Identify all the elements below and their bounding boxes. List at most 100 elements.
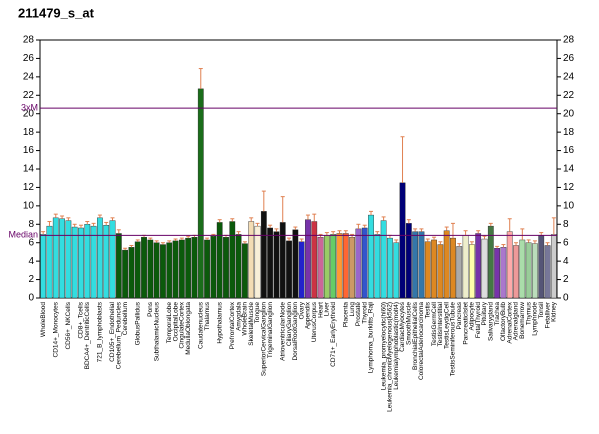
x-tick-label: Fetalliver (544, 301, 551, 328)
x-tick-label: AdrenalCortex (506, 301, 513, 343)
y-tick-label: 4 (28, 256, 34, 267)
y2-tick-label: 28 (563, 35, 575, 46)
bar (462, 235, 469, 299)
y2-tick-label: 4 (563, 256, 569, 267)
bar (115, 233, 122, 299)
bar (191, 236, 198, 299)
bar (298, 241, 305, 299)
bar (323, 235, 330, 299)
bar (46, 225, 53, 299)
bar (248, 221, 255, 299)
bar (134, 241, 141, 299)
y2-tick-label: 22 (563, 90, 575, 101)
x-tick-label: Lung (349, 302, 356, 317)
y-tick-label: 28 (23, 35, 35, 46)
y2-tick-label: 26 (563, 53, 575, 64)
x-tick-label: Kidney (551, 301, 558, 322)
x-tick-label: Pancreas (456, 301, 463, 329)
y-tick-label: 0 (28, 293, 34, 304)
x-tick-label: SubthalamicNucleus (153, 301, 160, 361)
y-tick-label: 2 (28, 274, 34, 285)
bar (267, 227, 274, 299)
x-tick-label: SkeletalMuscle (248, 302, 255, 346)
x-tick-label: CD56+_NKCells (65, 301, 72, 349)
y2-tick-label: 0 (563, 293, 569, 304)
x-tick-label: Salivarygland (488, 302, 495, 341)
x-tick-label: Thymus (525, 301, 532, 325)
x-tick-label: GlobusPallidus (134, 301, 141, 345)
x-tick-label: CardiacMyocytes (399, 301, 406, 352)
y2-tick-label: 18 (563, 127, 575, 138)
x-tick-label: Hypothalamus (216, 301, 223, 343)
bar (122, 249, 128, 299)
x-tick-label: TrigeminalGanglion (267, 302, 274, 359)
y-tick-label: 20 (23, 108, 35, 119)
reference-label: Median (8, 230, 38, 240)
x-tick-label: Pons (147, 301, 154, 317)
bar (292, 229, 299, 299)
x-tick-label: Testis (424, 301, 431, 318)
bar (443, 230, 450, 299)
x-tick-label: Heart (317, 302, 324, 318)
bar (317, 236, 324, 299)
y2-tick-label: 6 (563, 237, 569, 248)
x-tick-label: AtrioventricularNode (279, 302, 286, 361)
bar (349, 236, 355, 299)
bar (223, 236, 229, 299)
bar (160, 244, 166, 299)
x-tick-label: Adrenalgland (513, 302, 520, 341)
y2-tick-label: 12 (563, 182, 575, 193)
bar (229, 221, 236, 299)
bar (235, 234, 242, 299)
x-tick-label: TestisLeydigCell (443, 301, 450, 349)
x-tick-label: Leukemia_promyelocytic(hl60) (380, 302, 387, 390)
bar (286, 240, 292, 299)
x-tick-label: CD105+_Endothelial (109, 301, 116, 361)
x-tick-label: BDCA4+_DentriticCells (84, 301, 91, 369)
bar (141, 236, 147, 299)
bar (374, 234, 381, 299)
bar (128, 247, 135, 299)
bar (147, 239, 154, 299)
y-tick-label: 22 (23, 90, 35, 101)
x-tick-label: TemporalLobe (166, 302, 173, 344)
bar (450, 237, 456, 299)
bar (355, 228, 362, 299)
bar (500, 247, 507, 299)
chart-title: 211479_s_at (18, 5, 95, 20)
x-tick-label: Lymphnode (532, 302, 539, 336)
bar (103, 225, 110, 299)
x-tick-label: WholeBlood (40, 302, 47, 337)
x-tick-label: SmoothMuscle (406, 302, 413, 345)
bar (405, 223, 412, 299)
x-tick-label: Lymphoma_burkitts_Raji (368, 302, 375, 373)
bar (506, 231, 513, 299)
x-tick-label: TestisInterstitial (437, 301, 444, 346)
bar (519, 239, 526, 299)
reference-label: 3xM (21, 103, 38, 113)
x-tick-label: Pituitary (481, 301, 488, 325)
bar (90, 225, 97, 299)
bar (399, 182, 406, 299)
x-tick-label: SuperiorCervicalGanglion (261, 302, 268, 376)
x-tick-label: Leukemialymphoblastic(molt4) (393, 302, 400, 390)
bar (210, 236, 217, 299)
y-tick-label: 6 (28, 237, 34, 248)
bar (273, 231, 280, 299)
y2-tick-label: 10 (563, 200, 575, 211)
x-tick-label: Tongue (254, 302, 261, 324)
x-tick-label: CD14+_Monocytes (52, 301, 59, 357)
x-tick-label: ColorectalAdenocarcinoma (418, 302, 425, 380)
bar (185, 237, 192, 299)
bar (424, 241, 431, 299)
y-tick-label: 24 (23, 71, 35, 82)
bar (216, 222, 223, 299)
y-tick-label: 14 (23, 164, 35, 175)
x-tick-label: Thyroid (361, 302, 368, 324)
y-tick-label: 10 (23, 200, 35, 211)
x-tick-label: CiliaryGanglion (286, 302, 293, 346)
bar (166, 242, 173, 299)
y2-tick-label: 16 (563, 145, 575, 156)
x-tick-label: Tonsil (538, 301, 545, 318)
